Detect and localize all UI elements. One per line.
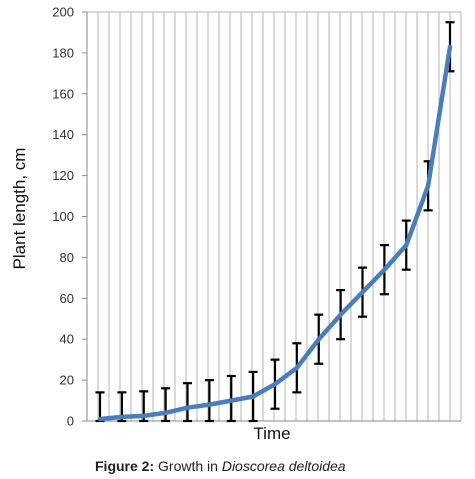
data-point	[449, 46, 451, 48]
y-tick-label: 0	[67, 414, 74, 429]
data-point	[99, 418, 101, 420]
error-bar	[204, 379, 214, 423]
data-point	[383, 269, 385, 271]
data-point	[274, 383, 276, 385]
x-axis-label: Time	[253, 424, 290, 443]
data-point	[230, 400, 232, 402]
data-point	[296, 367, 298, 369]
y-tick-label: 180	[52, 45, 74, 60]
data-point	[427, 185, 429, 187]
error-bar	[183, 382, 192, 423]
data-point	[165, 412, 167, 414]
y-tick-label: 60	[60, 291, 74, 306]
data-point	[208, 404, 210, 406]
y-tick-label: 200	[52, 5, 74, 20]
data-point	[143, 415, 145, 417]
y-axis-label: Plant length, cm	[10, 148, 29, 270]
data-point	[405, 244, 407, 246]
data-point	[362, 291, 363, 293]
data-point	[318, 338, 320, 340]
y-tick-label: 160	[52, 86, 74, 101]
caption-prefix: Figure 2:	[95, 458, 155, 474]
caption-text: Growth in	[158, 458, 218, 474]
figure-caption: Figure 2: Growth in Dioscorea deltoidea	[95, 458, 346, 474]
error-bar	[161, 387, 171, 423]
y-tick-label: 140	[52, 127, 74, 142]
data-point	[121, 416, 123, 418]
y-tick-label: 100	[52, 209, 74, 224]
y-tick-label: 80	[60, 250, 74, 265]
data-point	[340, 314, 342, 316]
y-tick-label: 40	[60, 332, 74, 347]
data-point	[252, 395, 254, 397]
caption-species: Dioscorea deltoidea	[221, 458, 346, 474]
y-tick-label: 120	[52, 168, 74, 183]
data-point	[187, 407, 188, 409]
y-tick-label: 20	[60, 373, 74, 388]
